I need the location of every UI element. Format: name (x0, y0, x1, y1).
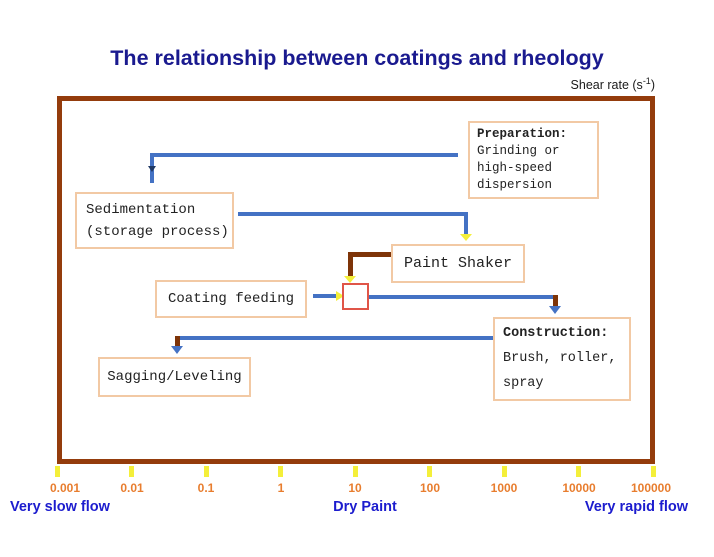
axis-tick (353, 466, 358, 477)
sedimentation-connector-horizontal (238, 212, 468, 216)
axis-tick-label: 100000 (630, 481, 672, 495)
hub-square (342, 283, 369, 310)
axis-tick-label: 10 (348, 481, 362, 495)
arrow-down-icon (549, 306, 561, 314)
flow-label-very-slow: Very slow flow (10, 499, 110, 515)
arrow-down-icon (171, 346, 183, 354)
node-preparation: Preparation: Grinding or high-speed disp… (468, 121, 599, 199)
node-preparation-line: dispersion (477, 178, 553, 192)
arrow-down-icon (460, 234, 472, 241)
coating-feeding-connector (313, 294, 338, 298)
node-sedimentation-line: (storage process) (86, 224, 229, 240)
node-construction-title: Construction: (503, 326, 609, 341)
arrow-down-icon (148, 166, 156, 172)
hub-to-construction-connector (369, 295, 557, 299)
axis-tick-label: 1 (277, 481, 285, 495)
page-title: The relationship between coatings and rh… (110, 46, 604, 70)
axis-tick (204, 466, 209, 477)
construction-arrow-stub (553, 295, 558, 307)
node-coating-feeding: Coating feeding (155, 280, 307, 318)
axis-tick (427, 466, 432, 477)
axis-tick-label: 0.01 (120, 481, 144, 495)
arrow-down-icon (344, 276, 356, 283)
sagging-arrow-stub (175, 336, 180, 347)
axis-tick (651, 466, 656, 477)
shear-rate-close: ) (650, 78, 655, 93)
axis-tick (502, 466, 507, 477)
axis-tick-label: 10000 (562, 481, 596, 495)
node-preparation-title: Preparation: (477, 127, 568, 141)
node-sedimentation-line: Sedimentation (86, 202, 196, 218)
axis-tick-label: 100 (419, 481, 441, 495)
node-preparation-line: Grinding or (477, 144, 560, 158)
axis-tick (55, 466, 60, 477)
node-construction-line: Brush, roller, (503, 351, 617, 366)
node-paint-shaker: Paint Shaker (391, 244, 525, 283)
shear-rate-axis-title: Shear rate (s-1) (571, 76, 655, 92)
preparation-connector-horizontal (150, 153, 458, 157)
axis-tick (576, 466, 581, 477)
axis-tick (278, 466, 283, 477)
node-preparation-line: high-speed (477, 161, 553, 175)
construction-to-sagging-connector (177, 336, 493, 340)
paint-shaker-elbow-vertical (348, 252, 353, 277)
shear-rate-text: Shear rate (s (570, 78, 643, 93)
sedimentation-connector-vertical (464, 212, 468, 235)
shear-rate-exponent: -1 (642, 76, 651, 86)
paint-shaker-elbow-horizontal (348, 252, 391, 257)
flow-label-dry-paint: Dry Paint (333, 499, 397, 515)
flow-label-very-rapid: Very rapid flow (584, 499, 688, 515)
node-sedimentation: Sedimentation (storage process) (75, 192, 234, 249)
axis-tick-label: 1000 (490, 481, 518, 495)
diagram-frame (57, 96, 655, 464)
axis-tick-label: 0.1 (197, 481, 215, 495)
node-construction-line: spray (503, 376, 544, 391)
node-construction: Construction: Brush, roller, spray (493, 317, 631, 401)
axis-tick (129, 466, 134, 477)
axis-tick-label: 0.001 (49, 481, 81, 495)
node-sagging-leveling: Sagging/Leveling (98, 357, 251, 397)
arrow-right-icon (336, 291, 344, 301)
